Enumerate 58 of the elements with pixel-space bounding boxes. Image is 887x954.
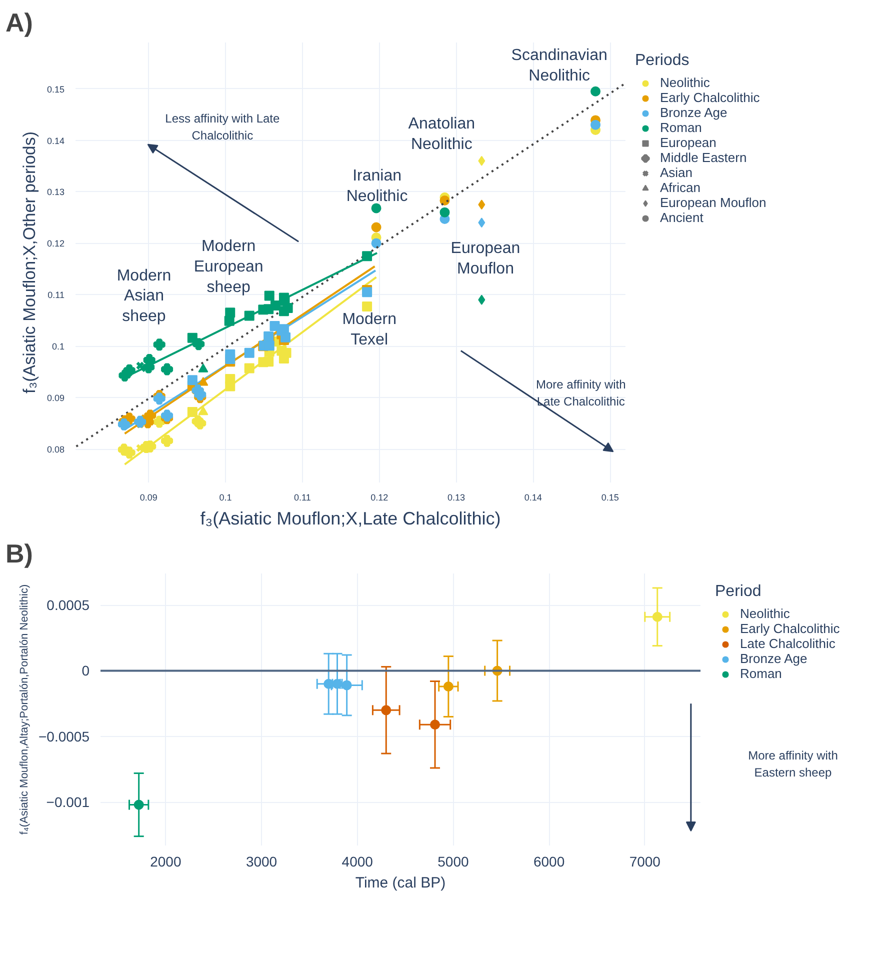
legend-label: Roman	[740, 666, 782, 681]
text: More affinity with Eastern sheep	[748, 748, 838, 780]
x-axis-title: f₃(Asiatic Mouflon;X,Late Chalcolithic)	[200, 508, 501, 528]
y-tick-label: 0.09	[46, 393, 65, 404]
x-tick-label: 0.11	[294, 492, 311, 502]
y-tick-label: 0	[82, 662, 90, 679]
y-tick-label: 0.1	[52, 342, 65, 352]
legend-label: Bronze Age	[660, 105, 728, 120]
x-tick-label: 5000	[438, 854, 469, 870]
annotation: Iranian Neolithic	[346, 167, 408, 205]
chart-title: B)	[6, 538, 33, 568]
y-tick-label: −0.0005	[38, 728, 90, 744]
x-tick-label: 2000	[150, 854, 182, 870]
chart-title: A)	[6, 8, 33, 38]
annotation: Modern European sheep	[194, 238, 264, 296]
y-axis-title: f₄(Asiatic Mouflon,Altay;Portalón,Portalón Neolithic)	[18, 584, 31, 835]
legend-label: Bronze Age	[740, 651, 808, 666]
legend-label: Roman	[660, 120, 702, 135]
x-tick-label: 0.09	[140, 492, 158, 502]
legend-title: Periods	[635, 52, 690, 70]
annotation: Less affinity with Late Chalcolithic	[165, 112, 280, 142]
x-tick-label: 0.12	[370, 492, 388, 502]
annotation: Anatolian Neolithic	[408, 115, 476, 153]
x-tick-label: 0.15	[601, 492, 619, 502]
y-tick-label: 0.11	[48, 290, 65, 300]
legend-label: Middle Eastern	[660, 150, 747, 165]
y-tick-label: 0.0005	[46, 597, 90, 614]
legend-label: Ancient	[660, 210, 704, 225]
legend-label: African	[660, 180, 700, 195]
legend-label: Early Chalcolithic	[660, 90, 760, 105]
legend-label: Early Chalcolithic	[740, 621, 840, 636]
legend-label: Neolithic	[740, 606, 790, 621]
y-tick-label: 0.13	[46, 187, 65, 198]
legend-label: Late Chalcolithic	[740, 636, 836, 651]
y-tick-label: 0.08	[46, 444, 65, 455]
y-tick-label: 0.12	[46, 238, 65, 249]
annotation: Modern Texel	[342, 310, 396, 348]
x-tick-label: 0.13	[448, 492, 466, 502]
y-tick-label: −0.001	[46, 794, 90, 810]
legend-title: Period	[715, 583, 762, 601]
legend-label: European Mouflon	[660, 195, 766, 210]
y-tick-label: 0.14	[46, 136, 65, 146]
x-tick-label: 4000	[342, 854, 374, 870]
y-tick-label: 0.15	[46, 84, 65, 94]
x-tick-label: 6000	[533, 854, 565, 870]
x-tick-label: 0.1	[219, 492, 232, 502]
annotation: Scandinavian Neolithic	[511, 46, 608, 84]
x-tick-label: 3000	[246, 854, 278, 870]
legend-label: Asian	[660, 165, 693, 180]
x-axis-title: Time (cal BP)	[355, 874, 446, 892]
x-tick-label: 7000	[629, 854, 661, 870]
x-tick-label: 0.14	[524, 492, 542, 502]
legend-label: European	[660, 135, 716, 150]
annotation: More affinity with Late Chalcolithic	[536, 378, 626, 408]
y-axis-title: f₃(Asiatic Mouflon;X,Other periods)	[20, 131, 39, 394]
annotation: Modern Asian sheep	[116, 267, 172, 326]
legend-label: Neolithic	[660, 75, 710, 90]
annotation: European Mouflon	[450, 240, 520, 278]
